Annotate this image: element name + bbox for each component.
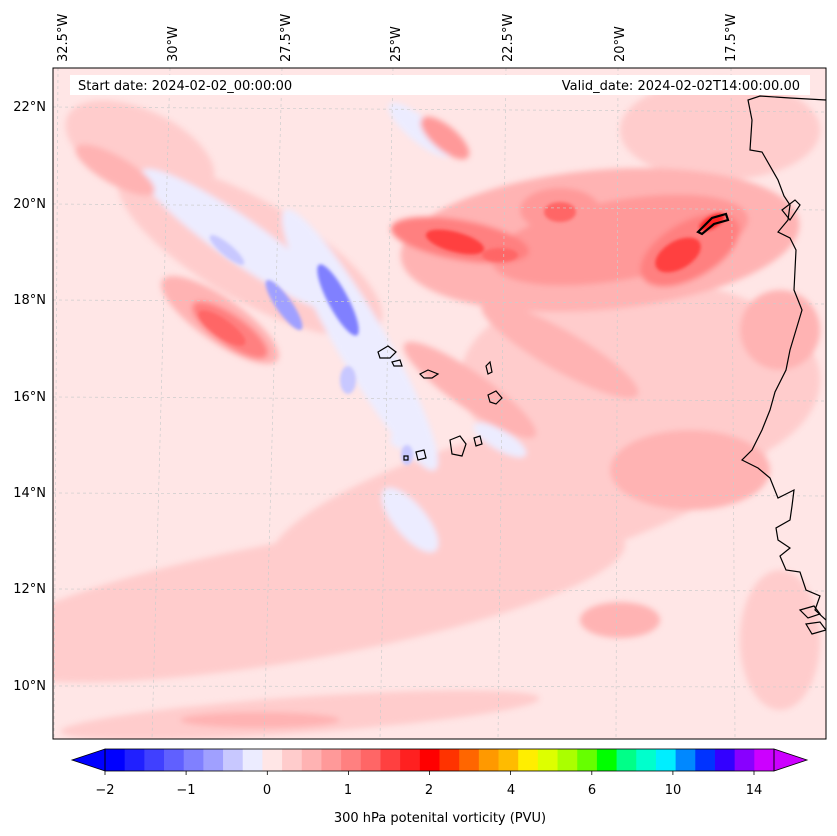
lon-label: 17.5°W [724,14,739,62]
colorbar-left-extend [70,748,106,772]
colorbar-frame [104,748,775,772]
lat-label: 16°N [13,390,46,405]
colorbar-cell [124,749,145,771]
colorbar-cell [734,749,755,771]
lon-label: 20°W [613,26,628,62]
colorbar-cell [282,749,303,771]
lon-label: 30°W [166,26,181,62]
gridlines [53,68,826,739]
lat-label: 14°N [13,486,46,501]
colorbar-tick-label: 14 [746,783,763,798]
colorbar-cell [164,749,185,771]
colorbar-title: 300 hPa potenital vorticity (PVU) [334,811,546,826]
colorbar-tick-label: 4 [507,783,515,798]
colorbar-cell [459,749,480,771]
lon-label: 32.5°W [56,14,71,62]
colorbar-tick-label: 2 [425,783,433,798]
lat-label: 20°N [13,197,46,212]
pv-field [53,68,826,739]
colorbar-cell [616,749,637,771]
colorbar-cell [380,749,401,771]
colorbar-cell [518,749,539,771]
colorbar-tick-label: −2 [95,783,114,798]
lon-label: 27.5°W [279,14,294,62]
lat-label: 22°N [13,100,46,115]
colorbar-tick-label: 10 [665,783,682,798]
colorbar-cell [341,749,362,771]
colorbar-tick-label: 0 [263,783,271,798]
colorbar-cell [242,749,263,771]
colorbar-cell [203,749,224,771]
colorbar-cell [360,749,381,771]
colorbar-cell [655,749,677,771]
colorbar-cell [105,749,126,771]
colorbar-cell [577,749,598,771]
lat-label: 10°N [13,679,46,694]
colorbar-cell [675,749,696,771]
colorbar-cell [419,749,440,771]
colorbar-cell [301,749,322,771]
colorbar-ticks [104,771,755,775]
colorbar-cells [105,749,775,771]
start-date-label: Start date: 2024-02-02_00:00:00 [78,79,292,94]
lat-label: 12°N [13,582,46,597]
longitude-labels: 32.5°W 30°W 27.5°W 25°W 22.5°W 20°W 17.5… [56,14,739,62]
colorbar-cell [478,749,499,771]
colorbar: −2 −1 0 1 2 4 6 10 14 300 hPa potenital … [70,748,809,826]
coastline [377,95,826,635]
colorbar-cell [144,749,165,771]
colorbar-right-extend [773,748,809,772]
header-banner [70,75,810,95]
lon-label: 25°W [389,26,404,62]
colorbar-cell [439,749,460,771]
colorbar-cell [695,749,716,771]
colorbar-cell [537,749,558,771]
lon-label: 22.5°W [501,14,516,62]
colorbar-cell [321,749,342,771]
colorbar-cell [557,749,578,771]
colorbar-cell [400,749,421,771]
colorbar-cell [714,749,736,771]
colorbar-tick-label: −1 [176,783,195,798]
colorbar-cell [596,749,617,771]
colorbar-cell [636,749,657,771]
colorbar-tick-label: 1 [344,783,352,798]
lat-label: 18°N [13,293,46,308]
latitude-labels: 22°N 20°N 18°N 16°N 14°N 12°N 10°N [13,100,46,694]
colorbar-tick-labels: −2 −1 0 1 2 4 6 10 14 [95,783,762,798]
colorbar-cell [498,749,519,771]
map-frame [52,67,827,740]
colorbar-cell [223,749,244,771]
colorbar-cell [183,749,204,771]
colorbar-tick-label: 6 [588,783,596,798]
valid-date-label: Valid_date: 2024-02-02T14:00:00.00 [562,79,800,94]
colorbar-cell [262,749,283,771]
colorbar-cell [754,749,775,771]
